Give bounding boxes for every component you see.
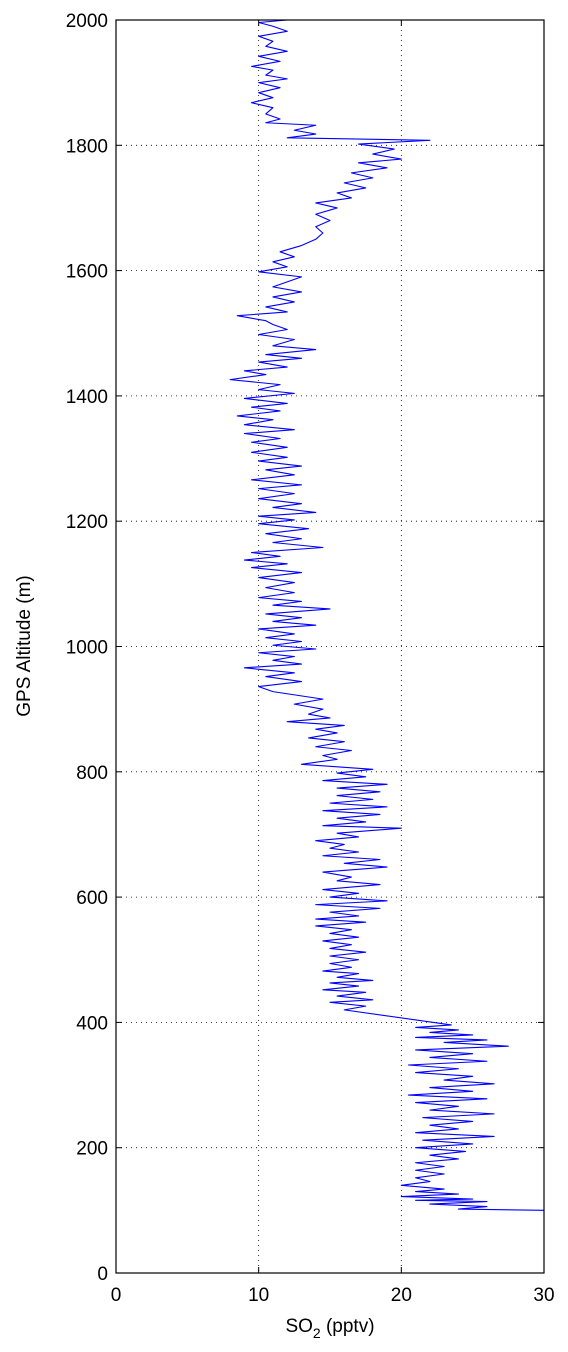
y-axis-label-text: GPS Altitude (m): [14, 575, 35, 717]
y-tick-label: 400: [76, 1013, 108, 1034]
x-tick-label: 10: [248, 1285, 269, 1306]
data-series: [229, 19, 545, 1211]
x-tick-label: 20: [391, 1285, 412, 1306]
y-tick-label: 2000: [66, 11, 108, 32]
y-tick-label: 1400: [66, 387, 108, 408]
y-tick-label: 200: [76, 1139, 108, 1160]
x-axis-label-main: SO: [285, 1316, 312, 1337]
so2-profile-line: [229, 19, 545, 1211]
axis-ticks: 0 10 20 30 0 200 400 600 800 1000 1200 1400 1600 1800…: [66, 11, 555, 1306]
y-tick-label: 1800: [66, 136, 108, 157]
y-tick-label: 0: [97, 1264, 108, 1285]
y-axis-label: GPS Altitude (m): [14, 575, 35, 717]
x-axis-label-unit: (pptv): [321, 1316, 375, 1337]
y-tick-label: 600: [76, 888, 108, 909]
x-axis-label-text: SO2 (pptv): [285, 1316, 374, 1341]
x-axis-label: SO2 (pptv): [285, 1316, 374, 1341]
x-tick-label: 30: [533, 1285, 554, 1306]
y-tick-label: 800: [76, 763, 108, 784]
y-tick-label: 1600: [66, 262, 108, 283]
y-tick-label: 1200: [66, 512, 108, 533]
x-axis-label-subscript: 2: [313, 1325, 321, 1341]
y-tick-label: 1000: [66, 638, 108, 659]
x-tick-label: 0: [111, 1285, 122, 1306]
